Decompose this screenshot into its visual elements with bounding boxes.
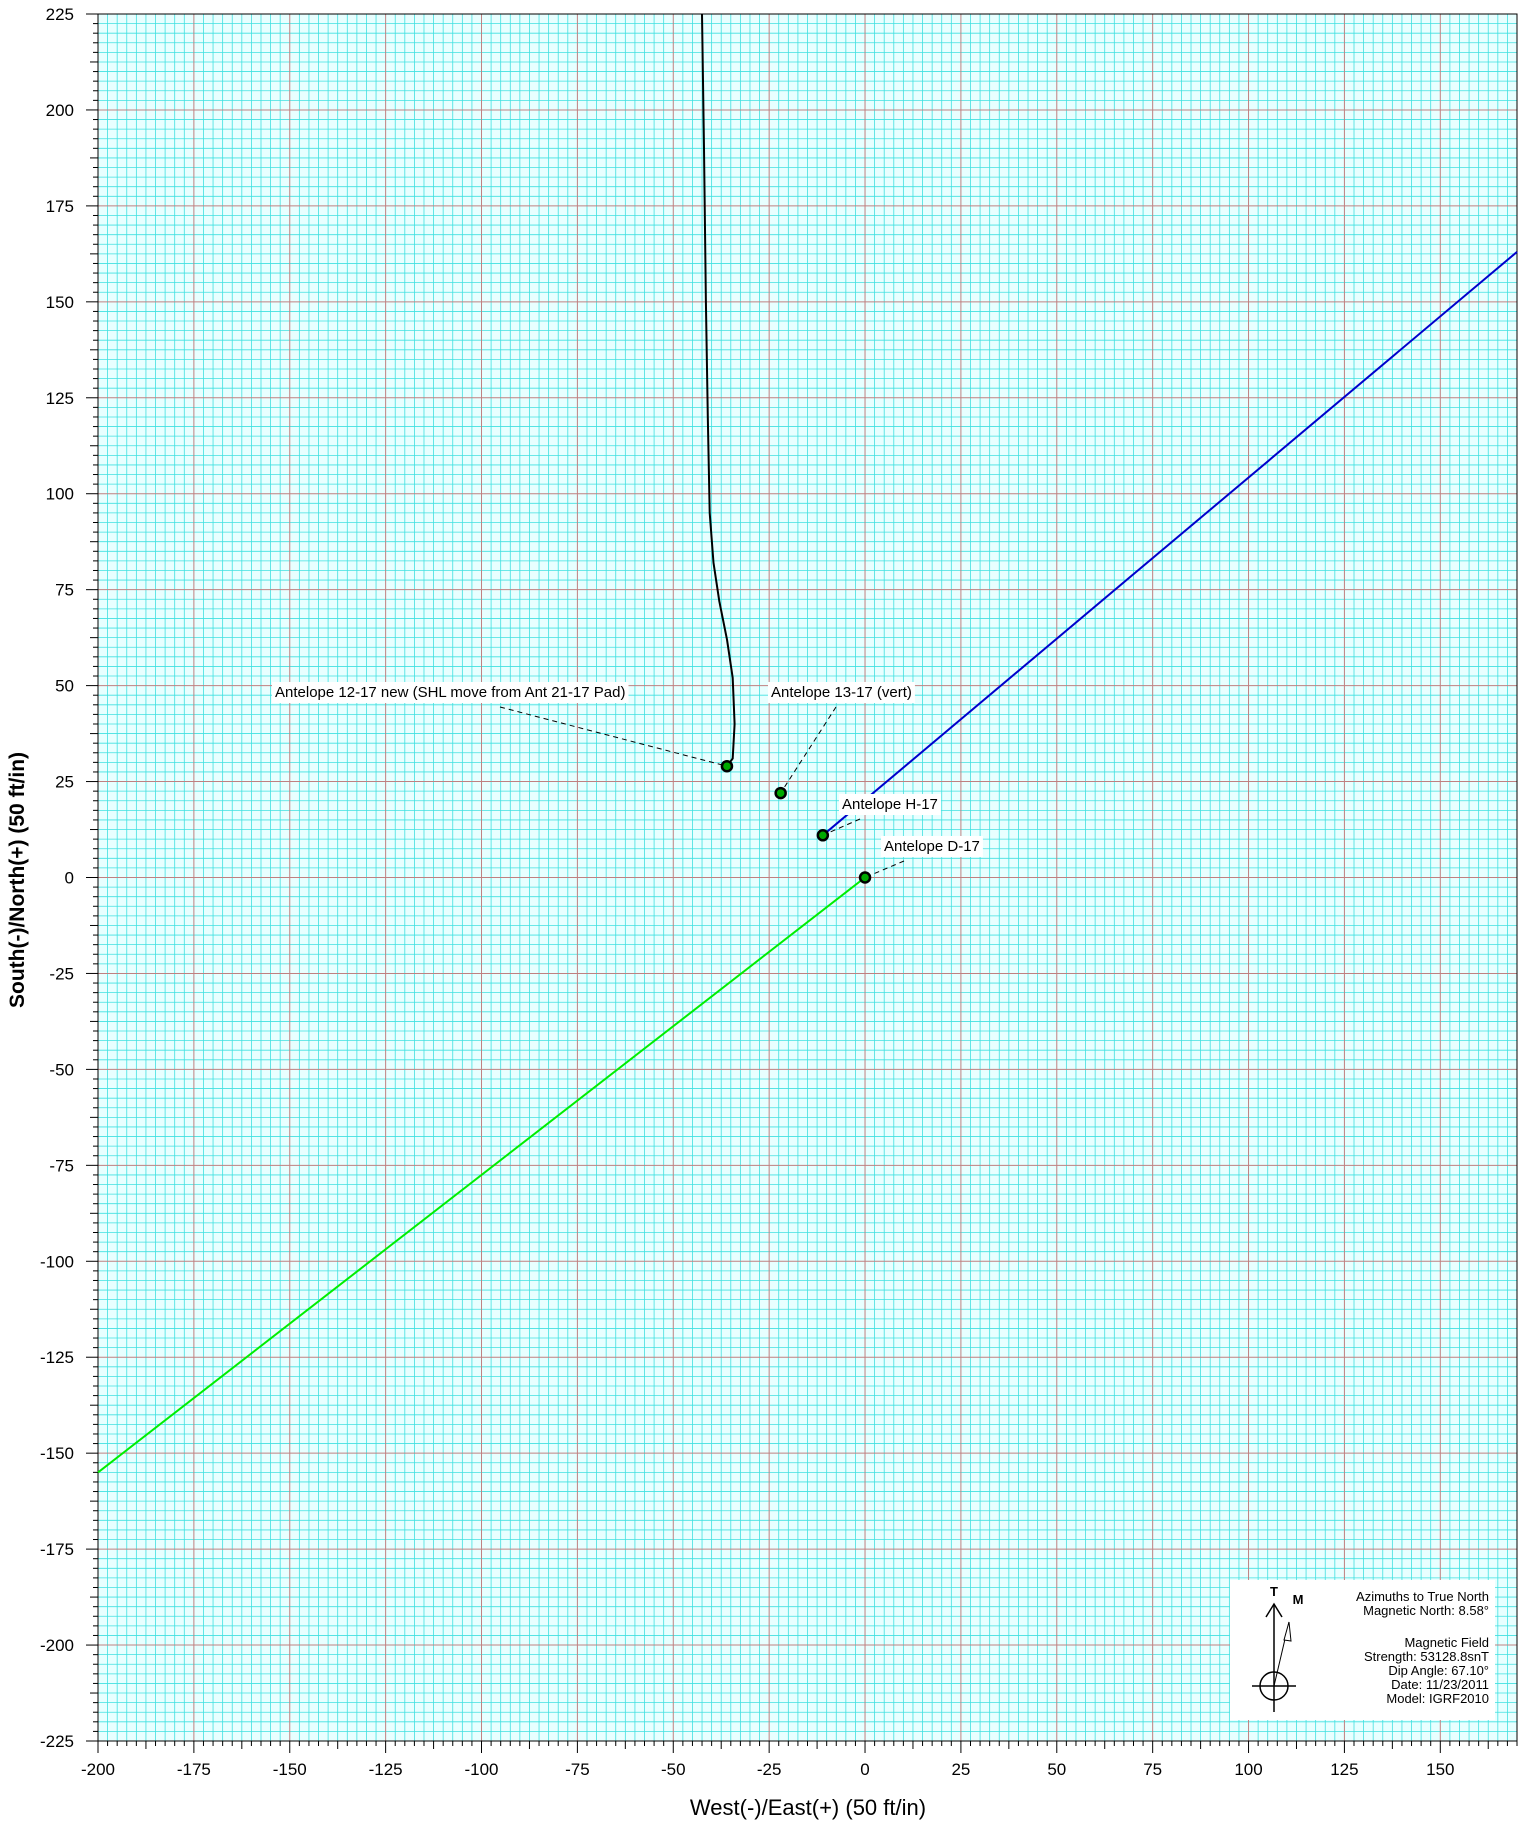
x-tick-label: -100: [464, 1760, 498, 1779]
y-tick-label: 175: [46, 197, 74, 216]
x-tick-label: -25: [757, 1760, 782, 1779]
y-tick-label: -150: [40, 1444, 74, 1463]
well-marker: [816, 829, 830, 842]
y-tick-label: 200: [46, 101, 74, 120]
well-marker: [774, 786, 787, 800]
north-arrow-icon: [1252, 1602, 1296, 1712]
legend-line-strength: Strength: 53128.8snT: [1364, 1649, 1489, 1664]
series-line-2: [822, 251, 1518, 837]
y-axis-title: South(-)/North(+) (50 ft/in): [6, 752, 29, 1008]
x-tick-label: 0: [860, 1760, 869, 1779]
y-tick-label: 0: [65, 869, 74, 888]
y-tick-label: 50: [55, 677, 74, 696]
legend-line-date: Date: 11/23/2011: [1391, 1677, 1489, 1692]
y-tick-label: -50: [49, 1060, 74, 1079]
y-tick-label: 25: [55, 773, 74, 792]
legend-line-dip: Dip Angle: 67.10°: [1388, 1663, 1489, 1678]
callout-leader: [822, 818, 861, 836]
legend-line-model: Model: IGRF2010: [1386, 1691, 1489, 1706]
well-label-background: [881, 836, 983, 857]
x-tick-label: -150: [273, 1760, 307, 1779]
x-tick-label: 150: [1426, 1760, 1454, 1779]
callout-leader: [780, 706, 837, 794]
x-tick-label: 75: [1143, 1760, 1162, 1779]
well-label-background: [839, 794, 941, 815]
x-tick-label: -175: [177, 1760, 211, 1779]
callout-leader: [499, 706, 728, 767]
callout-layer: Antelope 12-17 new (SHL move from Ant 21…: [272, 682, 983, 878]
y-tick-label: 75: [55, 581, 74, 600]
y-tick-label: -225: [40, 1732, 74, 1751]
well-marker: [858, 871, 872, 884]
true-north-letter: T: [1270, 1584, 1278, 1599]
magnetic-north-letter: M: [1293, 1592, 1304, 1607]
x-tick-label: -200: [81, 1760, 115, 1779]
x-tick-label: 100: [1234, 1760, 1262, 1779]
marker-layer: [720, 759, 872, 884]
y-tick-label: 125: [46, 389, 74, 408]
y-tick-label: 225: [46, 5, 74, 24]
y-tick-label: -125: [40, 1348, 74, 1367]
x-axis-title: West(-)/East(+) (50 ft/in): [690, 1795, 926, 1820]
y-tick-labels: 225 200 175 150 125 100 75 50 25 0 -25 -50 -75 -100 -1…: [40, 5, 74, 1751]
x-tick-label: 50: [1047, 1760, 1066, 1779]
y-tick-label: -100: [40, 1252, 74, 1271]
well-label-background: [768, 682, 915, 703]
x-tick-label: 25: [951, 1760, 970, 1779]
well-label: Antelope H-17: [842, 796, 938, 813]
well-marker: [720, 759, 734, 773]
x-tick-label: -50: [661, 1760, 686, 1779]
well-label: Antelope D-17: [884, 838, 980, 855]
y-tick-label: -175: [40, 1540, 74, 1559]
legend-line-field-heading: Magnetic Field: [1404, 1635, 1489, 1650]
well-label: Antelope 12-17 new (SHL move from Ant 21…: [275, 684, 625, 701]
legend-box: T M Azimuths to True North Magnetic Nort…: [1230, 1580, 1495, 1720]
x-tick-labels: -200 -175 -150 -125 -100 -75 -50 -25 0 25 50 75 100 1…: [81, 1760, 1455, 1779]
series-line-3: [97, 876, 866, 1474]
x-tick-label: -75: [565, 1760, 590, 1779]
x-tick-label: 125: [1330, 1760, 1358, 1779]
axis-ticks: [86, 13, 1518, 1753]
magnetic-north-arrow-icon: [1273, 1621, 1292, 1687]
well-label-background: [272, 682, 629, 703]
well-label: Antelope 13-17 (vert): [771, 684, 912, 701]
y-tick-label: 150: [46, 293, 74, 312]
callout-leader: [864, 860, 905, 878]
y-tick-label: -200: [40, 1636, 74, 1655]
y-tick-label: -25: [49, 964, 74, 983]
x-tick-label: -125: [369, 1760, 403, 1779]
y-tick-label: -75: [49, 1156, 74, 1175]
series-layer: [97, 13, 1518, 1474]
series-line-1: [701, 13, 736, 767]
y-tick-label: 100: [46, 485, 74, 504]
legend-line-azimuth: Azimuths to True North: [1356, 1589, 1489, 1604]
legend-line-magnetic-north: Magnetic North: 8.58°: [1363, 1603, 1489, 1618]
